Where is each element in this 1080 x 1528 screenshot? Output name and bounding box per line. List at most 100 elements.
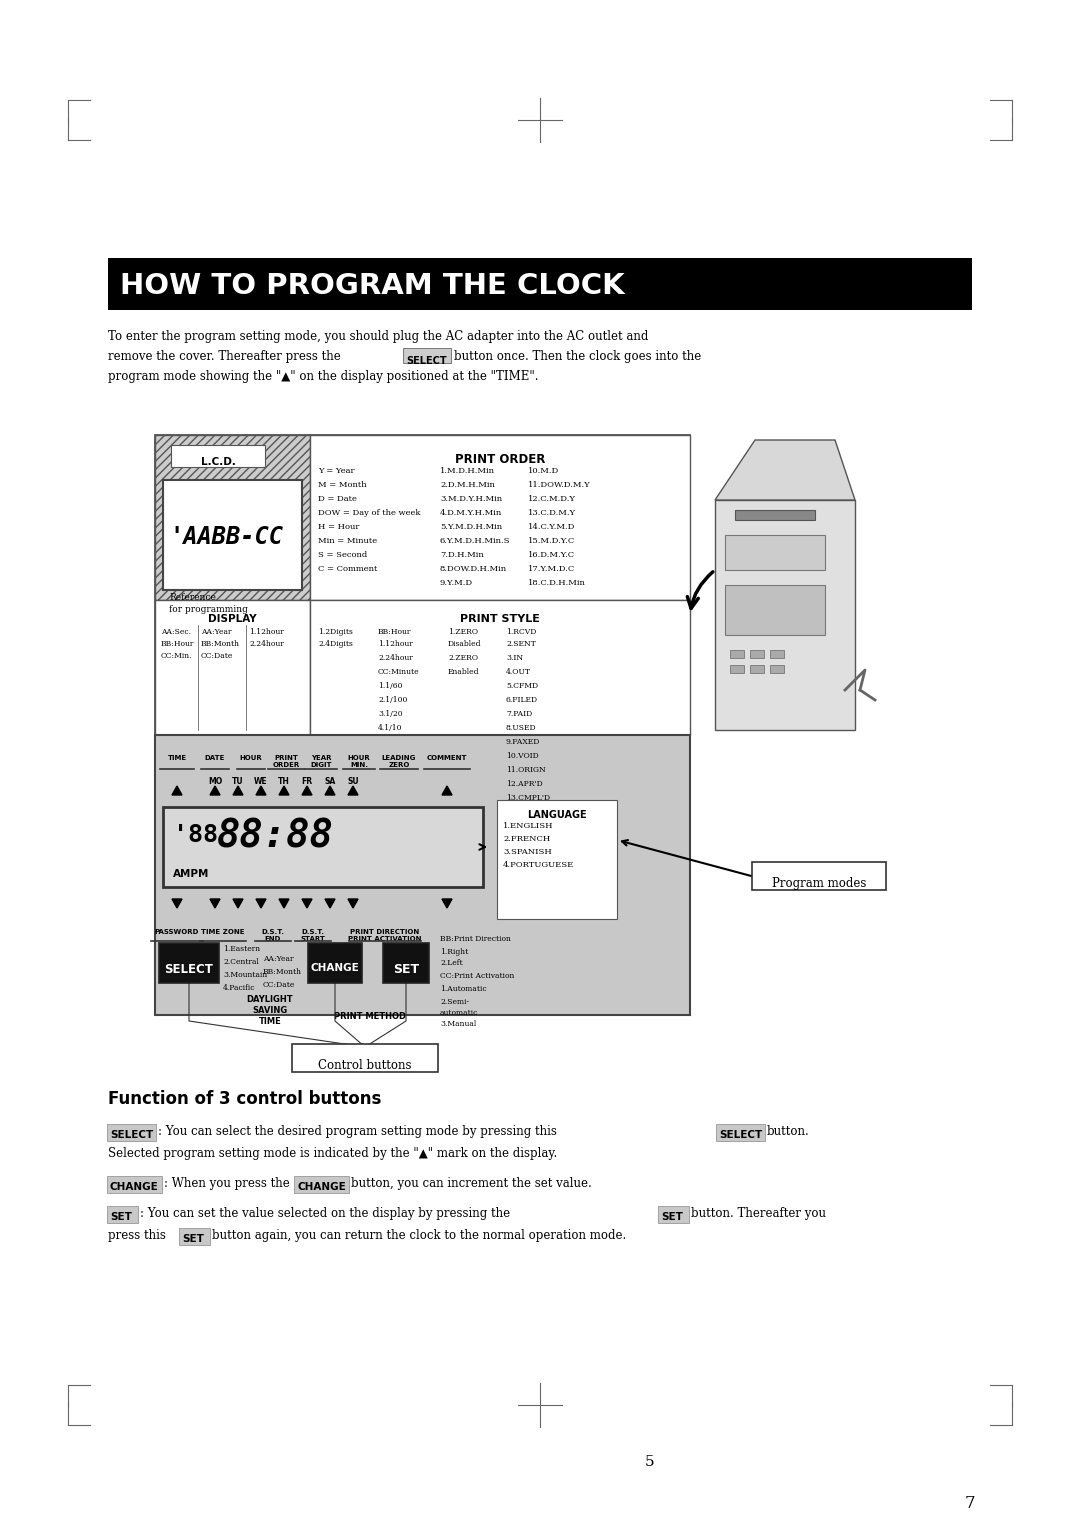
Text: S = Second: S = Second xyxy=(318,552,367,559)
Polygon shape xyxy=(210,785,220,795)
Text: 5.CFMD: 5.CFMD xyxy=(507,681,538,691)
Text: Min = Minute: Min = Minute xyxy=(318,536,377,545)
Polygon shape xyxy=(302,898,312,908)
Text: Control buttons: Control buttons xyxy=(319,1059,411,1073)
Polygon shape xyxy=(325,898,335,908)
Text: CC:Minute: CC:Minute xyxy=(378,668,420,675)
Text: 3.M.D.Y.H.Min: 3.M.D.Y.H.Min xyxy=(440,495,502,503)
Text: LANGUAGE: LANGUAGE xyxy=(527,810,586,821)
Text: 1.2Digits: 1.2Digits xyxy=(318,628,353,636)
Text: CC:Date: CC:Date xyxy=(264,981,295,989)
Polygon shape xyxy=(325,785,335,795)
Text: program mode showing the "▲" on the display positioned at the "TIME".: program mode showing the "▲" on the disp… xyxy=(108,370,539,384)
Text: DISPLAY: DISPLAY xyxy=(207,614,256,623)
FancyBboxPatch shape xyxy=(715,1123,765,1140)
Text: PRINT METHOD: PRINT METHOD xyxy=(334,1012,406,1021)
Text: 17.Y.M.D.C: 17.Y.M.D.C xyxy=(528,565,576,573)
Text: Program modes: Program modes xyxy=(772,877,866,889)
Text: SET: SET xyxy=(661,1212,683,1222)
Bar xyxy=(310,601,690,735)
Text: TU: TU xyxy=(232,778,244,785)
Text: 88:88: 88:88 xyxy=(217,817,334,856)
Text: 4.PORTUGUESE: 4.PORTUGUESE xyxy=(503,860,575,869)
Text: BB:Month: BB:Month xyxy=(201,640,240,648)
Text: HOW TO PROGRAM THE CLOCK: HOW TO PROGRAM THE CLOCK xyxy=(120,272,624,299)
Text: Function of 3 control buttons: Function of 3 control buttons xyxy=(108,1089,381,1108)
FancyBboxPatch shape xyxy=(107,1175,162,1192)
Bar xyxy=(163,480,302,590)
Bar xyxy=(725,585,825,636)
Text: SAVING: SAVING xyxy=(253,1005,287,1015)
Polygon shape xyxy=(302,785,312,795)
Text: TH: TH xyxy=(278,778,289,785)
Text: WE: WE xyxy=(254,778,268,785)
Text: 7.PAID: 7.PAID xyxy=(507,711,532,718)
Polygon shape xyxy=(442,785,453,795)
Text: 11.ORIGN: 11.ORIGN xyxy=(507,766,545,775)
Text: 1.M.D.H.Min: 1.M.D.H.Min xyxy=(440,468,495,475)
Text: PRINT
ORDER: PRINT ORDER xyxy=(272,755,299,769)
Text: AA:Sec.: AA:Sec. xyxy=(161,628,191,636)
Text: 3.SPANISH: 3.SPANISH xyxy=(503,848,552,856)
Polygon shape xyxy=(233,785,243,795)
Text: BB:Month: BB:Month xyxy=(264,969,302,976)
FancyBboxPatch shape xyxy=(294,1175,349,1192)
Text: 5.Y.M.D.H.Min: 5.Y.M.D.H.Min xyxy=(440,523,502,532)
Text: AMPM: AMPM xyxy=(173,869,210,879)
Text: remove the cover. Thereafter press the: remove the cover. Thereafter press the xyxy=(108,350,341,364)
Text: 2.24hour: 2.24hour xyxy=(249,640,284,648)
Text: L.C.D.: L.C.D. xyxy=(201,457,235,468)
Text: 9.FAXED: 9.FAXED xyxy=(507,738,540,746)
Text: 2.FRENCH: 2.FRENCH xyxy=(503,834,550,843)
Text: 9.Y.M.D: 9.Y.M.D xyxy=(440,579,473,587)
Text: 1.ZERO: 1.ZERO xyxy=(448,628,478,636)
Text: CHANGE: CHANGE xyxy=(110,1183,159,1192)
Polygon shape xyxy=(279,785,289,795)
FancyBboxPatch shape xyxy=(383,943,429,983)
Bar xyxy=(108,258,972,310)
Text: PRINT DIRECTION
PRINT ACTIVATION: PRINT DIRECTION PRINT ACTIVATION xyxy=(348,929,422,941)
Text: 2.Semi-: 2.Semi- xyxy=(440,998,469,1005)
Polygon shape xyxy=(172,898,183,908)
Text: 2.4Digits: 2.4Digits xyxy=(318,640,353,648)
Bar xyxy=(770,649,784,659)
Bar xyxy=(715,500,855,730)
Text: 2.SENT: 2.SENT xyxy=(507,640,536,648)
Text: for programming: for programming xyxy=(168,605,248,614)
Bar xyxy=(750,649,764,659)
Text: M = Month: M = Month xyxy=(318,481,366,489)
Polygon shape xyxy=(233,898,243,908)
Text: 10.M.D: 10.M.D xyxy=(528,468,559,475)
FancyBboxPatch shape xyxy=(308,943,362,983)
Text: 1.RCVD: 1.RCVD xyxy=(507,628,537,636)
Bar xyxy=(730,649,744,659)
Text: 7: 7 xyxy=(966,1494,975,1513)
Text: HOUR
MIN.: HOUR MIN. xyxy=(348,755,370,769)
Text: BB:Hour: BB:Hour xyxy=(161,640,194,648)
Polygon shape xyxy=(210,898,220,908)
Text: 15.M.D.Y.C: 15.M.D.Y.C xyxy=(528,536,576,545)
Text: 6.FILED: 6.FILED xyxy=(507,695,538,704)
FancyBboxPatch shape xyxy=(159,943,219,983)
Text: : You can set the value selected on the display by pressing the: : You can set the value selected on the … xyxy=(140,1207,510,1219)
Text: 1.1/60: 1.1/60 xyxy=(378,681,403,691)
Text: CC:Min.: CC:Min. xyxy=(161,652,192,660)
Text: 2.Left: 2.Left xyxy=(440,960,462,967)
Text: '88: '88 xyxy=(173,824,218,847)
Polygon shape xyxy=(172,785,183,795)
Text: SELECT: SELECT xyxy=(407,356,447,367)
Text: 1.Automatic: 1.Automatic xyxy=(440,986,487,993)
Text: SET: SET xyxy=(393,963,419,976)
Text: button, you can increment the set value.: button, you can increment the set value. xyxy=(351,1177,592,1190)
FancyBboxPatch shape xyxy=(658,1206,689,1222)
Text: 4.D.M.Y.H.Min: 4.D.M.Y.H.Min xyxy=(440,509,502,516)
Text: 1.Right: 1.Right xyxy=(440,947,469,957)
Text: SET: SET xyxy=(183,1235,204,1244)
Text: CC:Date: CC:Date xyxy=(201,652,233,660)
Text: PASSWORD: PASSWORD xyxy=(154,929,199,935)
Text: 3.1/20: 3.1/20 xyxy=(378,711,403,718)
Text: LEADING
ZERO: LEADING ZERO xyxy=(382,755,416,769)
Text: 4.1/10: 4.1/10 xyxy=(378,724,403,732)
Text: SU: SU xyxy=(347,778,359,785)
Text: PRINT ORDER: PRINT ORDER xyxy=(455,452,545,466)
